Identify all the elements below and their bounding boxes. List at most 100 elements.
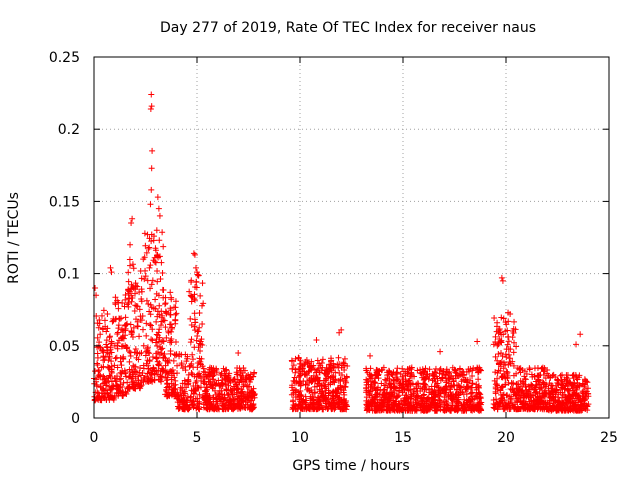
y-tick-label: 0	[71, 411, 80, 427]
data-point	[536, 372, 543, 379]
data-point	[132, 302, 139, 309]
data-point	[125, 374, 132, 381]
data-point	[494, 357, 501, 364]
data-point	[441, 371, 448, 378]
data-point	[198, 355, 205, 362]
data-point	[539, 379, 546, 386]
data-point	[314, 357, 321, 364]
data-point	[523, 387, 530, 394]
data-point	[440, 406, 447, 413]
data-point	[449, 375, 456, 382]
data-point	[404, 385, 411, 392]
data-point	[117, 355, 124, 362]
data-point	[213, 369, 220, 376]
data-point	[295, 368, 302, 375]
data-point	[505, 400, 512, 407]
data-point	[117, 388, 124, 395]
data-point	[431, 396, 438, 403]
data-point	[455, 391, 462, 398]
data-point	[113, 315, 120, 322]
data-point	[313, 337, 320, 344]
data-point	[167, 321, 174, 328]
data-point	[149, 277, 156, 284]
data-point	[473, 381, 480, 388]
data-point	[336, 329, 343, 336]
data-point	[297, 403, 304, 410]
data-point	[194, 403, 201, 410]
data-point	[426, 386, 433, 393]
data-point	[563, 400, 570, 407]
data-point	[293, 377, 300, 384]
data-point	[230, 397, 237, 404]
data-point	[157, 372, 164, 379]
data-point	[581, 383, 588, 390]
data-point	[212, 381, 219, 388]
data-point	[537, 385, 544, 392]
data-point	[188, 277, 195, 284]
data-point	[558, 380, 565, 387]
data-point	[189, 371, 196, 378]
data-point	[340, 389, 347, 396]
data-point	[128, 292, 135, 299]
data-point	[163, 377, 170, 384]
data-point	[399, 373, 406, 380]
data-point	[494, 406, 501, 413]
data-point	[311, 366, 318, 373]
data-point	[196, 324, 203, 331]
data-point	[402, 400, 409, 407]
data-point	[435, 392, 442, 399]
data-point	[437, 377, 444, 384]
data-point	[129, 333, 136, 340]
data-point	[150, 237, 157, 244]
data-point	[106, 372, 113, 379]
data-point	[139, 369, 146, 376]
data-point	[498, 358, 505, 365]
data-point	[443, 366, 450, 373]
data-point	[335, 364, 342, 371]
data-point	[167, 348, 174, 355]
data-point	[454, 372, 461, 379]
data-point	[203, 386, 210, 393]
data-point	[192, 264, 199, 271]
data-point	[501, 404, 508, 411]
data-point	[128, 298, 135, 305]
data-point	[406, 377, 413, 384]
data-point	[468, 399, 475, 406]
data-point	[534, 393, 541, 400]
data-point	[407, 393, 414, 400]
data-point	[490, 341, 497, 348]
data-point	[112, 294, 119, 301]
data-point	[366, 401, 373, 408]
data-point	[233, 400, 240, 407]
data-point	[321, 394, 328, 401]
data-point	[363, 384, 370, 391]
data-point	[120, 379, 127, 386]
data-point	[577, 331, 584, 338]
data-point	[508, 386, 515, 393]
data-point	[554, 407, 561, 414]
data-point	[130, 324, 137, 331]
data-point	[143, 332, 150, 339]
data-point	[384, 398, 391, 405]
data-point	[144, 231, 151, 238]
data-point	[403, 395, 410, 402]
data-point	[384, 384, 391, 391]
data-point	[510, 372, 517, 379]
data-point	[219, 405, 226, 412]
data-point	[151, 258, 158, 265]
data-point	[148, 336, 155, 343]
data-point	[571, 397, 578, 404]
data-point	[126, 256, 133, 263]
data-point	[444, 369, 451, 376]
data-point	[291, 374, 298, 381]
data-point	[196, 398, 203, 405]
data-point	[464, 386, 471, 393]
data-point	[334, 361, 341, 368]
data-point	[390, 377, 397, 384]
data-point	[323, 371, 330, 378]
data-point	[131, 308, 138, 315]
data-point	[111, 393, 118, 400]
data-point	[104, 389, 111, 396]
data-point	[114, 345, 121, 352]
data-point	[422, 375, 429, 382]
